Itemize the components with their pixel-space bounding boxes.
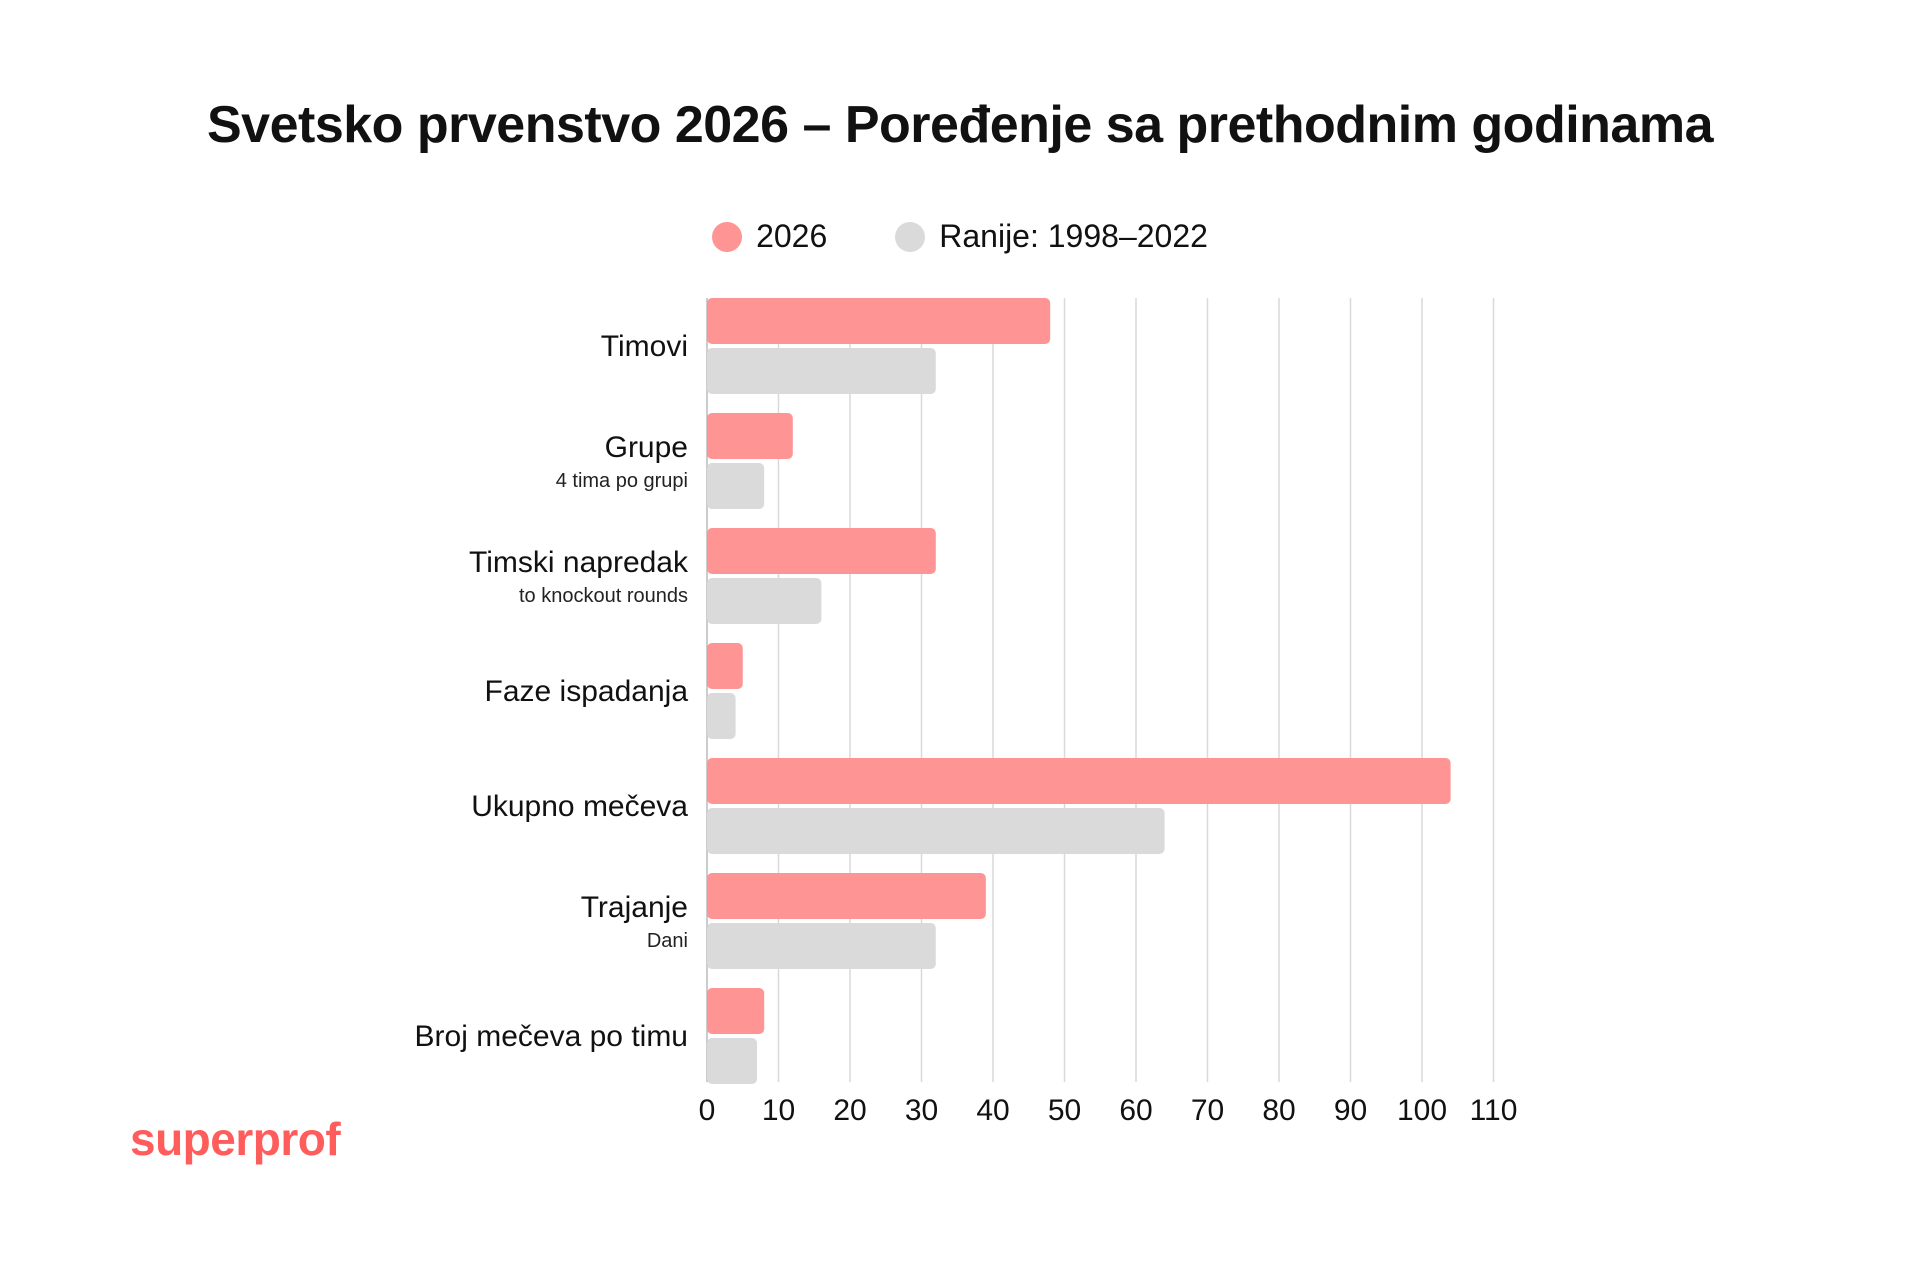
bar-earlier-1 xyxy=(707,463,765,509)
bar-2026-2 xyxy=(707,528,936,574)
category-label: Faze ispadanja xyxy=(485,675,689,708)
bar-earlier-0 xyxy=(707,348,936,394)
category-label: Timski napredak xyxy=(469,546,689,579)
x-tick-label: 10 xyxy=(762,1094,795,1127)
category-label: Ukupno mečeva xyxy=(471,790,688,823)
bar-2026-1 xyxy=(707,413,793,459)
bar-earlier-5 xyxy=(707,923,936,969)
x-tick-label: 70 xyxy=(1191,1094,1224,1127)
chart-title: Svetsko prvenstvo 2026 – Poređenje sa pr… xyxy=(206,96,1714,154)
x-tick-label: 90 xyxy=(1334,1094,1367,1127)
bar-earlier-3 xyxy=(707,693,736,739)
category-label: Timovi xyxy=(601,330,688,363)
x-tick-label: 100 xyxy=(1397,1094,1447,1127)
x-tick-label: 20 xyxy=(833,1094,866,1127)
category-sublabel: Dani xyxy=(647,930,688,952)
bar-earlier-2 xyxy=(707,578,822,624)
bar-2026-0 xyxy=(707,298,1051,344)
category-label: Broj mečeva po timu xyxy=(415,1020,688,1053)
category-sublabel: to knockout rounds xyxy=(519,585,688,607)
superprof-logo: superprof xyxy=(130,1113,341,1165)
legend-label-2026: 2026 xyxy=(756,218,828,254)
category-labels: Timovi Grupe 4 tima po grupi Timski napreda… xyxy=(415,330,689,1053)
legend-item-2026: 2026 xyxy=(712,218,827,255)
bar-2026-6 xyxy=(707,988,765,1034)
legend-swatch-2026 xyxy=(712,221,743,252)
bar-2026-4 xyxy=(707,758,1451,804)
x-tick-label: 0 xyxy=(699,1094,716,1127)
bar-2026-3 xyxy=(707,643,743,689)
legend-swatch-earlier xyxy=(895,221,926,252)
gridlines xyxy=(706,298,1495,1082)
x-tick-label: 110 xyxy=(1470,1094,1518,1127)
legend: 2026 Ranije: 1998–2022 xyxy=(0,218,1920,255)
x-tick-label: 80 xyxy=(1262,1094,1295,1127)
x-tick-label: 50 xyxy=(1048,1094,1081,1127)
bars xyxy=(707,298,1451,1084)
legend-item-earlier: Ranije: 1998–2022 xyxy=(895,218,1208,255)
legend-label-earlier: Ranije: 1998–2022 xyxy=(939,218,1208,254)
x-axis-ticks: 0 10 20 30 40 50 60 70 80 90 100 110 xyxy=(699,1094,1518,1127)
category-sublabel: 4 tima po grupi xyxy=(556,470,688,492)
x-tick-label: 40 xyxy=(976,1094,1009,1127)
bar-earlier-4 xyxy=(707,808,1165,854)
bar-earlier-6 xyxy=(707,1038,758,1084)
x-tick-label: 30 xyxy=(905,1094,938,1127)
x-tick-label: 60 xyxy=(1119,1094,1152,1127)
category-label: Trajanje xyxy=(581,891,688,924)
category-label: Grupe xyxy=(605,431,688,464)
bar-2026-5 xyxy=(707,873,986,919)
